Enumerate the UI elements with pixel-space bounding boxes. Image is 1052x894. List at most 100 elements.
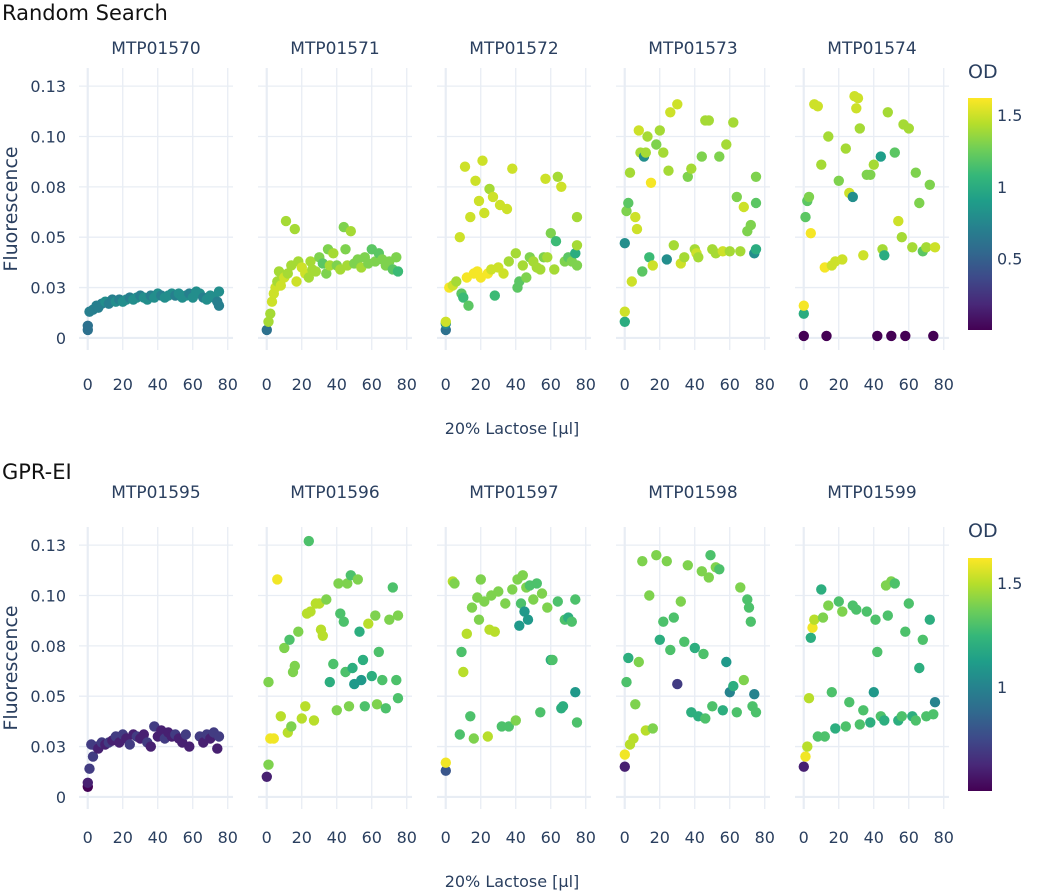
panel-title: MTP01572	[469, 39, 558, 59]
x-tick-label: 20	[471, 828, 491, 847]
data-point	[833, 596, 844, 607]
data-point	[668, 612, 679, 623]
data-point	[700, 713, 711, 724]
data-point	[366, 670, 377, 682]
x-tick-label: 0	[83, 375, 93, 394]
data-point	[624, 167, 636, 178]
data-point	[282, 268, 293, 279]
data-point	[745, 616, 756, 627]
data-point	[852, 93, 864, 104]
panel-title: MTP01599	[827, 483, 916, 503]
data-point	[750, 197, 762, 209]
data-point	[266, 296, 278, 307]
data-point	[833, 175, 844, 186]
data-point	[510, 715, 521, 726]
data-point	[705, 550, 716, 561]
data-point	[356, 674, 367, 686]
data-point	[293, 626, 304, 637]
data-point	[503, 721, 514, 732]
data-point	[507, 584, 518, 595]
data-point	[545, 228, 556, 239]
data-point	[477, 155, 488, 166]
data-point	[280, 215, 292, 227]
data-point	[626, 276, 637, 287]
data-point	[286, 721, 297, 732]
x-tick-label: 20	[471, 375, 491, 394]
data-point	[868, 159, 879, 170]
x-tick-label: 0	[441, 375, 451, 394]
panel-title: MTP01574	[827, 39, 916, 59]
data-point	[212, 743, 223, 754]
data-point	[352, 574, 363, 585]
data-point	[87, 751, 99, 762]
x-tick-label: 20	[650, 828, 670, 847]
data-point	[380, 703, 391, 714]
panel-MTP01570: MTP01570 0 20 40 60 80	[79, 39, 238, 394]
data-point	[289, 660, 300, 672]
data-point	[896, 711, 907, 722]
x-tick-label: 80	[397, 375, 417, 394]
x-tick-label: 80	[218, 828, 238, 847]
data-point	[816, 584, 827, 595]
x-tick-label: 40	[506, 375, 526, 394]
data-point	[630, 211, 641, 223]
data-point	[515, 598, 527, 609]
x-tick-label: 80	[218, 375, 238, 394]
data-point	[321, 268, 332, 279]
data-point	[803, 693, 815, 704]
y-tick-label: 0.05	[30, 228, 66, 247]
data-point	[459, 161, 471, 172]
data-point	[308, 715, 320, 726]
data-point	[698, 648, 709, 660]
data-point	[458, 292, 469, 303]
data-point	[742, 594, 753, 605]
y-tick-label: 0.08	[30, 637, 66, 656]
x-tick-label: 80	[576, 828, 596, 847]
panel-MTP01571: MTP01571 0 20 40 60 80	[258, 39, 417, 394]
data-point	[805, 632, 816, 643]
data-point	[738, 201, 749, 213]
data-point	[391, 252, 402, 263]
data-point	[522, 614, 534, 625]
data-point	[272, 574, 283, 585]
section-title: GPR-EI	[2, 460, 72, 484]
data-point	[521, 272, 532, 283]
data-point	[621, 676, 632, 688]
data-point	[872, 646, 883, 658]
data-point	[540, 173, 551, 184]
data-point	[213, 286, 225, 297]
colorbar: OD 0.5 1 1.5	[968, 61, 1022, 330]
panel-title: MTP01598	[648, 483, 737, 503]
y-tick-label: 0	[56, 329, 66, 348]
data-point	[924, 179, 935, 190]
data-point	[328, 658, 339, 670]
data-point	[470, 175, 481, 186]
x-axis-title: 20% Lactose [μl]	[445, 419, 580, 438]
data-point	[461, 628, 472, 639]
data-point	[840, 143, 851, 154]
data-point	[261, 771, 272, 782]
data-point	[331, 705, 342, 716]
data-point	[826, 687, 837, 698]
y-tick-label: 0.08	[30, 178, 66, 197]
data-point	[900, 330, 911, 342]
data-point	[303, 535, 314, 547]
data-point	[907, 242, 918, 253]
data-point	[693, 252, 704, 263]
data-point	[798, 761, 809, 772]
panel-MTP01572: MTP01572 0 20 40 60 80	[437, 39, 596, 394]
y-tick-label: 0	[56, 788, 66, 807]
y-tick-label: 0.13	[30, 536, 66, 555]
data-point	[879, 715, 890, 726]
data-point	[921, 242, 932, 253]
data-point	[882, 610, 893, 621]
x-tick-label: 40	[864, 375, 884, 394]
data-point	[621, 205, 632, 217]
data-point	[823, 131, 834, 142]
data-point	[489, 626, 500, 637]
x-tick-label: 20	[113, 828, 133, 847]
data-point	[851, 103, 862, 114]
x-tick-label: 60	[183, 828, 203, 847]
data-point	[917, 634, 928, 645]
panel-title: MTP01571	[290, 39, 379, 59]
